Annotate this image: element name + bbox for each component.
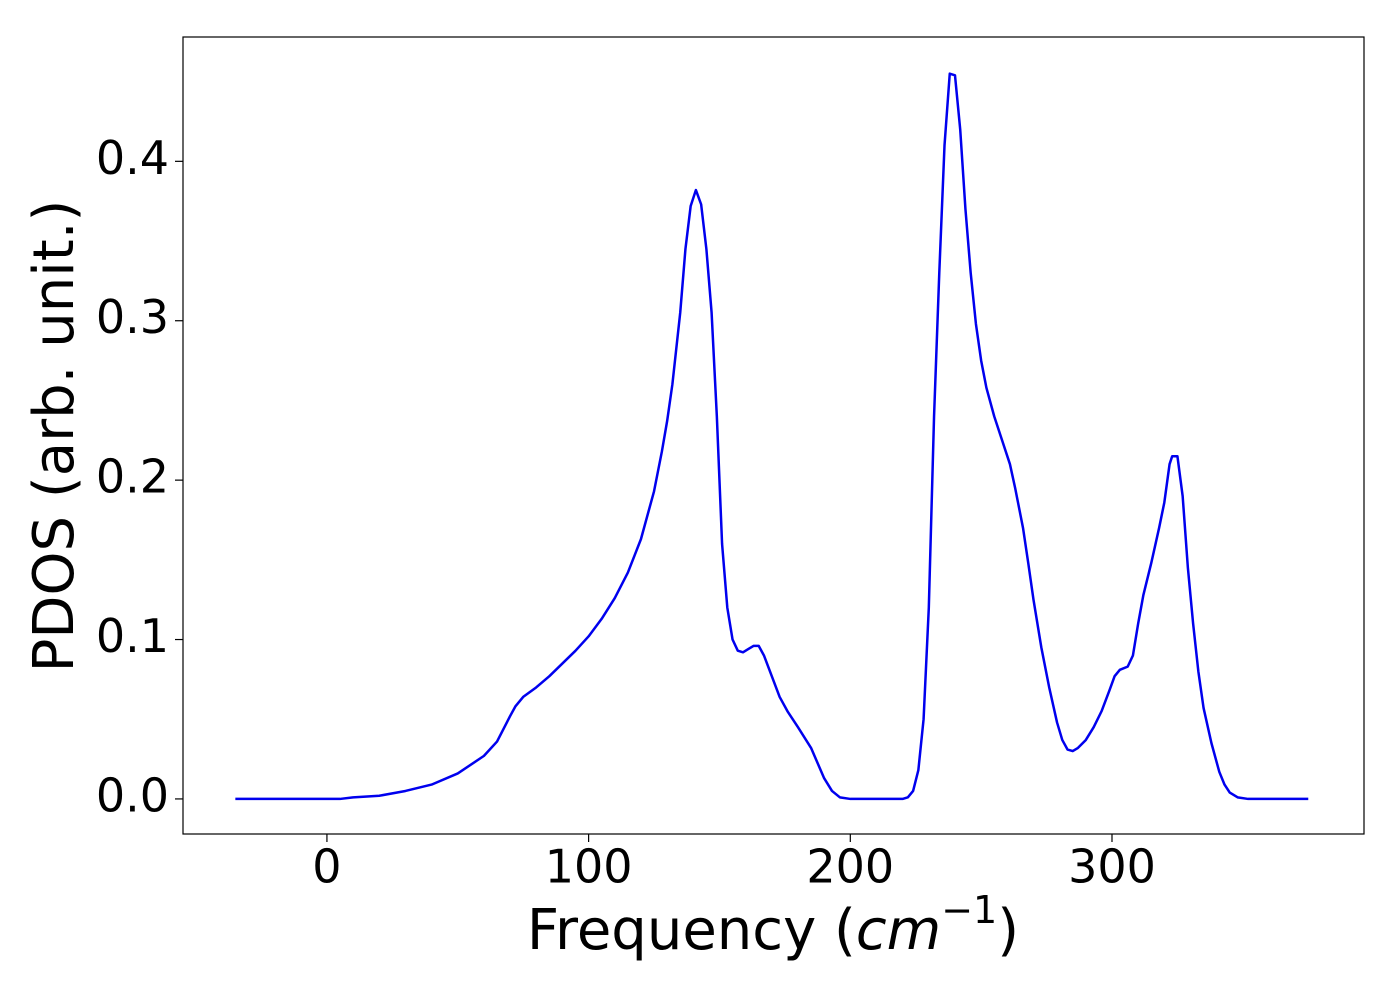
x-tick-label: 200 [806, 840, 894, 894]
y-tick-label: 0.4 [96, 131, 169, 185]
plot-frame [182, 36, 1365, 835]
x-label-part: ) [997, 898, 1019, 963]
x-axis-label: Frequency (cm−1) [527, 888, 1019, 964]
x-label-part: −1 [941, 888, 997, 932]
line-series [235, 72, 1309, 801]
x-label-part: cm [856, 898, 941, 963]
y-tick-label: 0.0 [96, 768, 169, 822]
y-tick-label: 0.3 [96, 290, 169, 344]
x-tick-label: 100 [545, 840, 633, 894]
y-tick-label: 0.1 [96, 609, 169, 663]
x-label-part: Frequency ( [527, 898, 856, 963]
y-tick-label: 0.2 [96, 450, 169, 504]
x-tick-label: 300 [1068, 840, 1156, 894]
y-axis-label: PDOS (arb. unit.) [22, 200, 87, 673]
x-tick-label: 0 [312, 840, 341, 894]
